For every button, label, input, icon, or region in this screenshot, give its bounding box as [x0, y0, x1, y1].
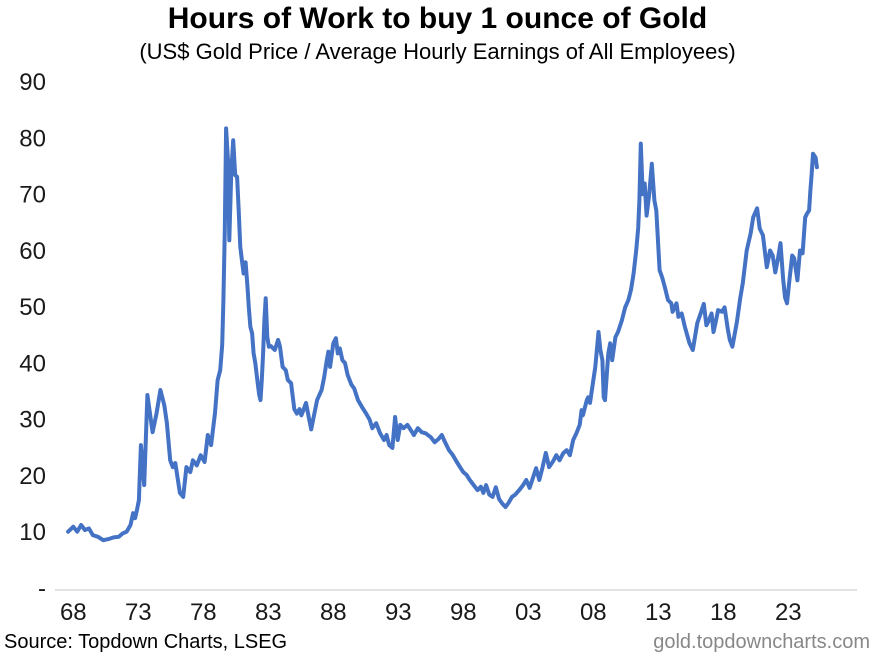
- y-axis-tick-label: 70: [19, 182, 46, 209]
- x-axis-tick-label: 93: [385, 599, 412, 626]
- x-axis-tick-label: 13: [645, 599, 672, 626]
- x-axis-tick-label: 23: [775, 599, 802, 626]
- x-axis-tick-label: 83: [255, 599, 282, 626]
- x-axis-tick-label: 78: [190, 599, 217, 626]
- y-axis-tick-label: 40: [19, 350, 46, 377]
- x-axis-tick-label: 68: [60, 599, 87, 626]
- y-axis-tick-label: 20: [19, 463, 46, 490]
- x-axis-tick-label: 73: [125, 599, 152, 626]
- y-axis-tick-label: 90: [19, 69, 46, 96]
- y-axis-tick-label: 80: [19, 125, 46, 152]
- chart-title: Hours of Work to buy 1 ounce of Gold: [167, 2, 708, 35]
- x-axis-tick-label: 98: [450, 599, 477, 626]
- x-axis-tick-label: 03: [515, 599, 542, 626]
- y-axis-tick-label: 30: [19, 407, 46, 434]
- x-axis-tick-label: 08: [580, 599, 607, 626]
- watermark-link: gold.topdowncharts.com: [653, 631, 870, 653]
- y-axis-tick-label: -: [38, 576, 46, 603]
- y-axis-tick-label: 10: [19, 519, 46, 546]
- y-axis-tick-label: 50: [19, 294, 46, 321]
- x-axis-tick-label: 18: [710, 599, 737, 626]
- gold-hours-line: [66, 126, 819, 543]
- x-axis-tick-label: 88: [320, 599, 347, 626]
- y-axis-tick-label: 60: [19, 238, 46, 265]
- chart-subtitle: (US$ Gold Price / Average Hourly Earning…: [139, 39, 736, 64]
- source-note: Source: Topdown Charts, LSEG: [4, 631, 288, 653]
